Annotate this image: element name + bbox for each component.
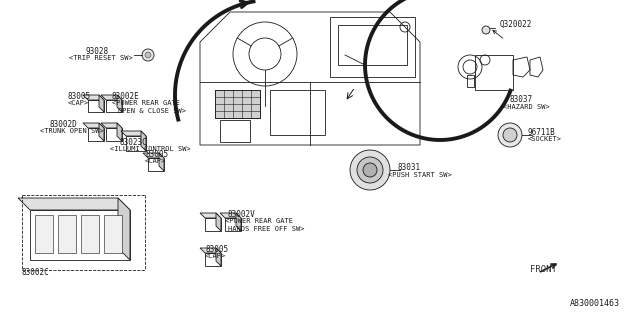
Circle shape — [350, 150, 390, 190]
Bar — [475, 55, 513, 90]
Bar — [220, 120, 250, 142]
Text: 83002C: 83002C — [22, 268, 50, 277]
Bar — [270, 90, 325, 135]
Polygon shape — [88, 128, 104, 141]
Polygon shape — [18, 198, 130, 210]
Text: <CAP>: <CAP> — [68, 100, 89, 106]
Bar — [35, 215, 53, 253]
Text: A830001463: A830001463 — [570, 299, 620, 308]
Polygon shape — [30, 210, 130, 260]
Polygon shape — [118, 198, 130, 260]
Text: 83037: 83037 — [510, 95, 533, 104]
Polygon shape — [143, 153, 164, 158]
Text: <ILLUMI CONTROL SW>: <ILLUMI CONTROL SW> — [110, 146, 191, 152]
Polygon shape — [159, 153, 164, 171]
Bar — [104, 215, 122, 253]
Polygon shape — [148, 158, 164, 171]
Text: FRONT: FRONT — [530, 265, 557, 274]
Polygon shape — [117, 123, 122, 141]
Bar — [58, 215, 76, 253]
Polygon shape — [236, 213, 241, 231]
Circle shape — [482, 26, 490, 34]
Circle shape — [142, 49, 154, 61]
Polygon shape — [216, 248, 221, 266]
Polygon shape — [205, 253, 221, 266]
Text: <POWER REAR GATE: <POWER REAR GATE — [225, 218, 293, 224]
Circle shape — [498, 123, 522, 147]
Bar — [215, 90, 260, 118]
Bar — [330, 17, 415, 77]
Text: 83005: 83005 — [68, 92, 91, 101]
Text: <CAP>: <CAP> — [145, 158, 166, 164]
Text: 83023C: 83023C — [120, 138, 148, 147]
Polygon shape — [220, 213, 241, 218]
Text: <HAZARD SW>: <HAZARD SW> — [503, 104, 550, 110]
Text: OPEN & CLOSE SW>: OPEN & CLOSE SW> — [118, 108, 186, 114]
Text: HANDS FREE OFF SW>: HANDS FREE OFF SW> — [228, 226, 305, 232]
Text: 83002V: 83002V — [228, 210, 256, 219]
Polygon shape — [83, 123, 104, 128]
Polygon shape — [205, 218, 221, 231]
Polygon shape — [106, 100, 122, 112]
Polygon shape — [106, 128, 122, 141]
Circle shape — [145, 52, 151, 58]
Text: <TRUNK OPEN SW>: <TRUNK OPEN SW> — [40, 128, 104, 134]
Polygon shape — [200, 213, 221, 218]
Circle shape — [363, 163, 377, 177]
Polygon shape — [83, 95, 104, 100]
Text: 83005: 83005 — [145, 150, 168, 159]
Polygon shape — [117, 95, 122, 112]
Text: 93028: 93028 — [85, 47, 108, 56]
Bar — [467, 75, 474, 87]
Polygon shape — [99, 95, 104, 112]
Text: <TRIP RESET SW>: <TRIP RESET SW> — [69, 55, 132, 61]
Polygon shape — [225, 218, 241, 231]
Polygon shape — [216, 213, 221, 231]
Text: 83005: 83005 — [205, 245, 228, 254]
Text: <CAP>: <CAP> — [205, 253, 227, 259]
Text: <PUSH START SW>: <PUSH START SW> — [388, 172, 452, 178]
Text: 83002D: 83002D — [50, 120, 77, 129]
Text: <SOCKET>: <SOCKET> — [528, 136, 562, 142]
Polygon shape — [126, 136, 146, 151]
Polygon shape — [99, 123, 104, 141]
Bar — [338, 25, 407, 65]
Text: <POWER REAR GATE: <POWER REAR GATE — [112, 100, 180, 106]
Polygon shape — [101, 123, 122, 128]
Polygon shape — [200, 248, 221, 253]
Bar — [81, 215, 99, 253]
Polygon shape — [88, 100, 104, 112]
Text: 83002E: 83002E — [112, 92, 140, 101]
Text: Q320022: Q320022 — [500, 20, 532, 29]
Text: 83031: 83031 — [397, 163, 420, 172]
Polygon shape — [141, 131, 146, 151]
Circle shape — [503, 128, 517, 142]
Polygon shape — [101, 95, 122, 100]
Circle shape — [357, 157, 383, 183]
Text: 96711B: 96711B — [528, 128, 556, 137]
Polygon shape — [121, 131, 146, 136]
